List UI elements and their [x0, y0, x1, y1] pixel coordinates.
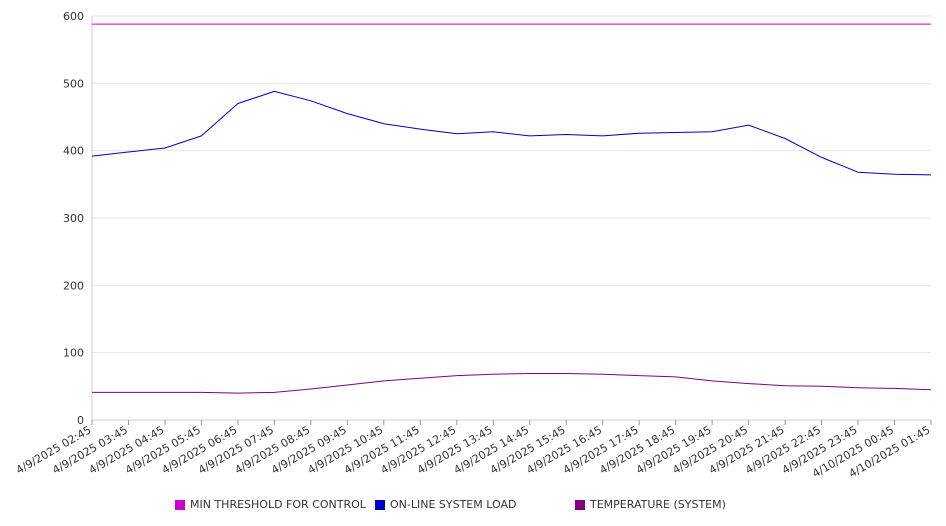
legend-swatch — [175, 499, 185, 510]
axes — [91, 16, 931, 421]
series-line-2 — [92, 373, 932, 394]
legend: MIN THRESHOLD FOR CONTROL ON-LINE SYSTEM… — [0, 498, 946, 514]
legend-label: TEMPERATURE (SYSTEM) — [590, 498, 726, 511]
y-axis-ticks: 0 100 200 300 400 500 600 — [63, 10, 84, 427]
series-lines — [91, 23, 932, 394]
grid-lines — [92, 15, 931, 354]
legend-swatch — [575, 499, 585, 510]
legend-swatch — [375, 499, 385, 510]
y-tick-label: 300 — [63, 212, 84, 225]
y-tick-label: 0 — [77, 414, 84, 427]
y-tick-label: 600 — [63, 10, 84, 23]
legend-label: MIN THRESHOLD FOR CONTROL — [190, 498, 366, 511]
y-tick-label: 400 — [63, 145, 84, 158]
legend-label: ON-LINE SYSTEM LOAD — [390, 498, 517, 511]
series-line-1 — [91, 90, 932, 176]
legend-item-min-threshold[interactable]: MIN THRESHOLD FOR CONTROL — [175, 498, 366, 511]
y-tick-label: 100 — [63, 347, 84, 360]
legend-item-online-system-load[interactable]: ON-LINE SYSTEM LOAD — [375, 498, 516, 511]
y-tick-label: 200 — [63, 279, 84, 292]
legend-item-temperature-system[interactable]: TEMPERATURE (SYSTEM) — [575, 498, 726, 511]
x-axis-ticks: 4/9/2025 02:454/9/2025 03:454/9/2025 04:… — [14, 420, 933, 480]
y-tick-label: 500 — [63, 77, 84, 90]
